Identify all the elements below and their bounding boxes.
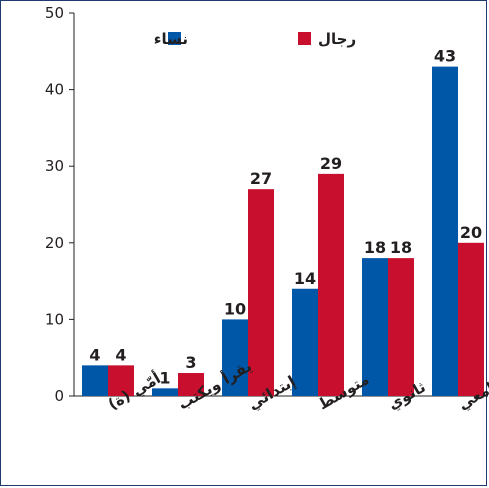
bar-women xyxy=(362,258,388,396)
bar-value-label: 20 xyxy=(460,223,482,242)
bar-value-label: 1 xyxy=(159,368,170,387)
y-tick-label: 50 xyxy=(45,4,64,22)
bar-women xyxy=(432,66,458,397)
bar-value-label: 29 xyxy=(320,154,342,173)
y-tick-label: 30 xyxy=(45,157,64,175)
bar-value-label: 43 xyxy=(434,47,456,66)
bar-value-label: 18 xyxy=(364,238,386,257)
bar-men xyxy=(388,258,414,396)
bar-value-label: 4 xyxy=(115,345,126,364)
y-tick-label: 10 xyxy=(45,310,64,328)
bar-value-label: 27 xyxy=(250,169,272,188)
bar-value-label: 18 xyxy=(390,238,412,257)
y-tick-label: 20 xyxy=(45,234,64,252)
bar-women xyxy=(292,288,318,396)
bar-women xyxy=(152,388,178,396)
bar-women xyxy=(82,365,108,396)
legend-swatch-men xyxy=(298,32,311,45)
bar-value-label: 4 xyxy=(89,345,100,364)
bar-women xyxy=(222,319,248,396)
bars xyxy=(82,66,484,397)
bar-value-label: 3 xyxy=(185,353,196,372)
y-tick-label: 40 xyxy=(45,81,64,99)
bar-men xyxy=(458,242,484,396)
bar-value-label: 10 xyxy=(224,299,246,318)
bar-men xyxy=(178,373,204,396)
data-labels: 4 4 13 10 27 14 29 18 18 43 20 xyxy=(89,47,482,388)
legend-label-women: نساء xyxy=(154,30,188,48)
legend-swatch-women xyxy=(168,32,181,45)
bar-men xyxy=(248,189,274,396)
bar-value-label: 14 xyxy=(294,269,316,288)
bar-men xyxy=(318,173,344,396)
axes: 0 10 20 30 40 50 xyxy=(45,4,488,405)
legend-label-men: رجال xyxy=(318,30,356,48)
legend: نساء رجال xyxy=(154,30,356,48)
bar-men xyxy=(108,365,134,396)
y-tick-label: 0 xyxy=(54,387,64,405)
